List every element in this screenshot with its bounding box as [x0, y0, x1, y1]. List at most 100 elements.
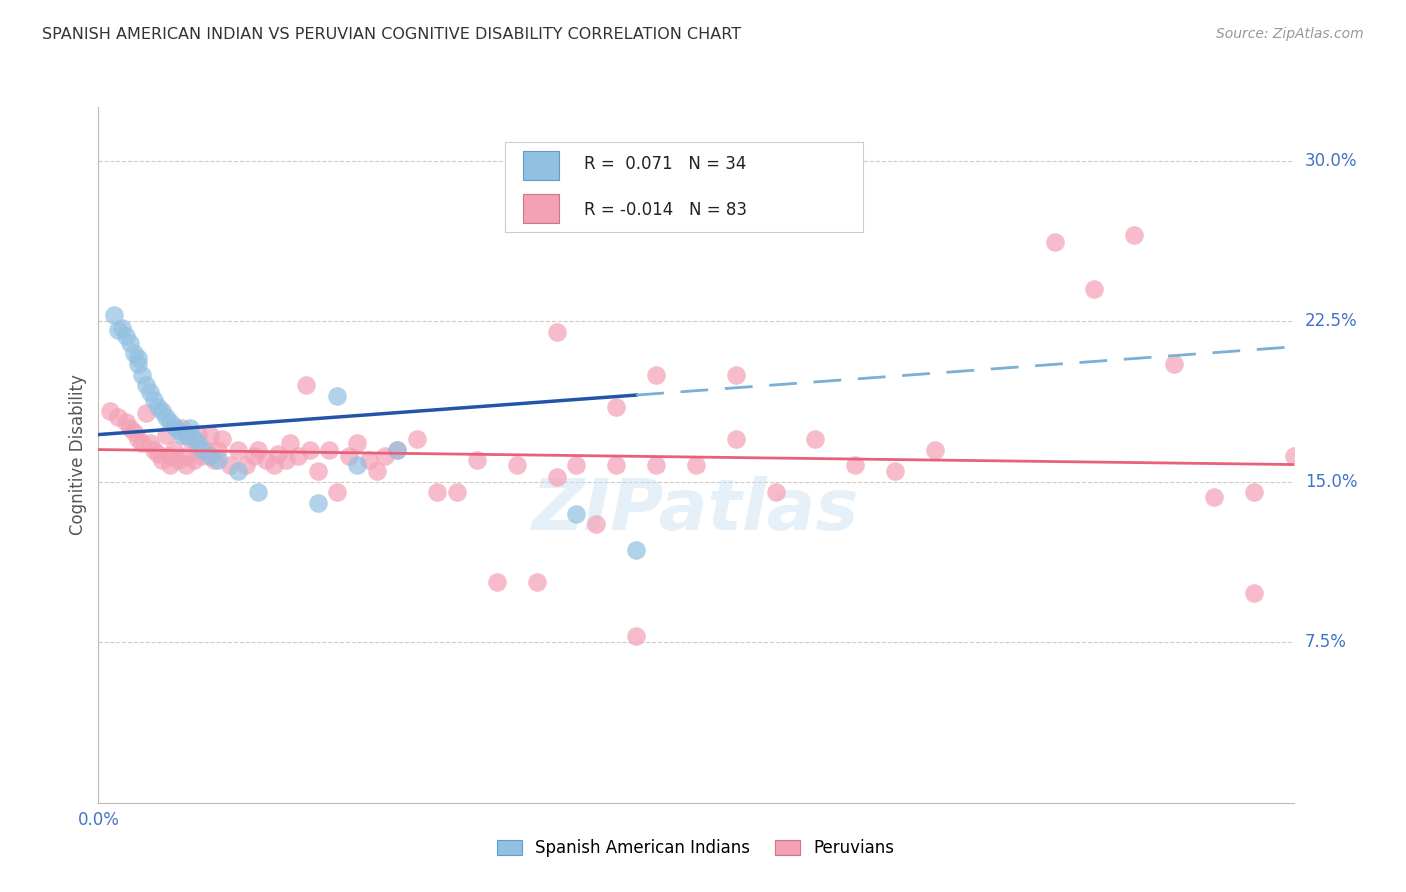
Point: [1243, 586, 1265, 600]
Point: [645, 458, 668, 472]
Point: [246, 485, 269, 500]
Point: [565, 507, 588, 521]
Point: [298, 442, 321, 457]
Point: [111, 320, 134, 334]
Point: [1243, 485, 1265, 500]
Text: 22.5%: 22.5%: [1305, 312, 1357, 330]
Point: [326, 485, 349, 500]
Point: [243, 449, 266, 463]
Point: [159, 415, 181, 429]
Text: SPANISH AMERICAN INDIAN VS PERUVIAN COGNITIVE DISABILITY CORRELATION CHART: SPANISH AMERICAN INDIAN VS PERUVIAN COGN…: [42, 27, 741, 42]
Point: [150, 453, 173, 467]
Point: [485, 575, 508, 590]
Point: [174, 427, 197, 442]
Point: [1083, 282, 1105, 296]
Point: [346, 458, 368, 472]
Text: 0.0%: 0.0%: [77, 811, 120, 830]
Point: [211, 432, 233, 446]
Point: [187, 436, 209, 450]
Point: [307, 464, 329, 478]
Point: [526, 575, 548, 590]
Point: [143, 393, 166, 408]
Point: [127, 432, 149, 446]
Point: [155, 427, 177, 442]
Point: [124, 346, 146, 360]
Point: [274, 453, 297, 467]
Point: [207, 442, 229, 457]
Point: [107, 410, 129, 425]
Point: [179, 421, 201, 435]
Point: [605, 458, 627, 472]
Point: [624, 543, 647, 558]
Point: [163, 442, 186, 457]
Point: [163, 419, 186, 434]
Point: [191, 449, 214, 463]
Bar: [523, 194, 558, 223]
Point: [624, 629, 647, 643]
Point: [506, 458, 529, 472]
Point: [605, 400, 627, 414]
Point: [565, 458, 588, 472]
Point: [194, 442, 218, 457]
Point: [115, 415, 138, 429]
Point: [159, 449, 181, 463]
Point: [1123, 228, 1146, 243]
Point: [226, 464, 249, 478]
Point: [143, 442, 166, 457]
Point: [318, 442, 340, 457]
Point: [246, 442, 269, 457]
Point: [219, 458, 242, 472]
Point: [267, 447, 290, 461]
Point: [226, 442, 249, 457]
Point: [124, 425, 146, 440]
Point: [1163, 357, 1185, 371]
Point: [645, 368, 668, 382]
Point: [406, 432, 429, 446]
Point: [127, 351, 149, 365]
Point: [346, 436, 368, 450]
Point: [183, 453, 205, 467]
Point: [254, 453, 277, 467]
Point: [235, 458, 257, 472]
Point: [546, 325, 568, 339]
Point: [198, 427, 221, 442]
Point: [159, 458, 181, 472]
Point: [155, 410, 177, 425]
Point: [844, 458, 866, 472]
Point: [120, 421, 142, 435]
Point: [546, 470, 568, 484]
Point: [385, 442, 409, 457]
Point: [385, 442, 409, 457]
Point: [294, 378, 316, 392]
Point: [139, 436, 162, 450]
Bar: [523, 151, 558, 180]
Point: [339, 449, 360, 463]
Point: [167, 453, 190, 467]
Point: [107, 323, 129, 337]
Y-axis label: Cognitive Disability: Cognitive Disability: [69, 375, 87, 535]
Point: [465, 453, 488, 467]
Point: [1043, 235, 1066, 249]
Text: 30.0%: 30.0%: [1305, 152, 1357, 169]
Point: [585, 517, 607, 532]
Point: [426, 485, 449, 500]
Point: [326, 389, 349, 403]
Point: [131, 368, 153, 382]
Point: [150, 404, 173, 418]
Point: [191, 442, 214, 457]
Point: [1202, 490, 1225, 504]
Point: [172, 421, 194, 435]
Point: [167, 423, 190, 437]
Point: [374, 449, 396, 463]
Point: [187, 427, 209, 442]
Point: [359, 453, 381, 467]
Text: Source: ZipAtlas.com: Source: ZipAtlas.com: [1216, 27, 1364, 41]
Point: [278, 436, 301, 450]
Point: [884, 464, 907, 478]
Point: [179, 432, 201, 446]
Text: ZIPatlas: ZIPatlas: [533, 476, 859, 545]
Point: [287, 449, 309, 463]
Point: [685, 458, 707, 472]
Point: [765, 485, 787, 500]
Point: [98, 404, 122, 418]
